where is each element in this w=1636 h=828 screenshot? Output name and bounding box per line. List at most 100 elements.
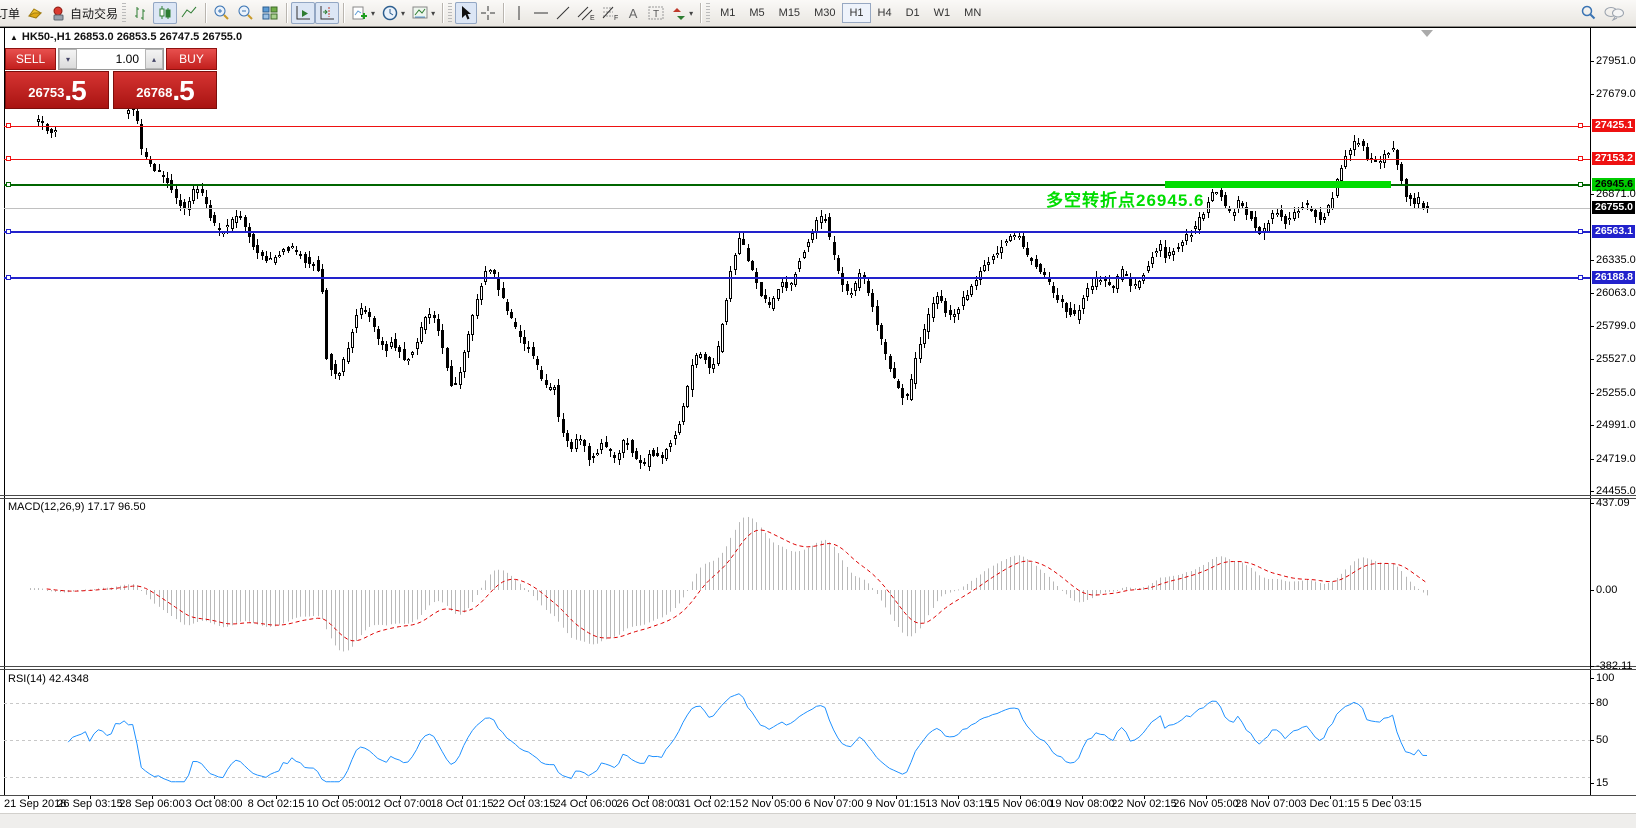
panel-separator[interactable] [0,669,1636,670]
templates-button[interactable]: ▾ [408,2,438,24]
candlestick-chart-button[interactable] [153,2,178,24]
timeframe-button-d1[interactable]: D1 [905,7,920,19]
horizontal-line-button[interactable] [530,2,552,24]
buy-label: BUY [179,52,204,66]
buy-price-dec: .5 [172,75,194,106]
timeframe-button-m30[interactable]: M30 [814,7,836,19]
line-handle[interactable] [1578,123,1583,128]
panel-separator[interactable] [0,498,1636,499]
time-axis-label: 2 Nov 05:00 [742,798,802,810]
vertical-line-button[interactable] [508,2,530,24]
line-handle[interactable] [1578,156,1583,161]
tile-windows-button[interactable] [258,2,282,24]
text-label-button[interactable]: T [644,2,668,24]
collapse-triangle-icon[interactable]: ▲ [10,33,18,42]
fibonacci-button[interactable]: F [598,2,622,24]
time-tick [400,796,401,799]
volume-value[interactable]: 1.00 [115,52,139,66]
time-axis-label: 28 Sep 06:00 [119,798,185,810]
line-chart-icon [181,6,197,18]
sell-price-panel[interactable]: 26753 .5 [5,71,109,109]
horizontal-level-line[interactable] [4,159,1590,160]
sell-price-int: 26753 [28,85,65,100]
candlestick-icon [159,6,171,19]
time-axis-line[interactable] [0,795,1636,796]
timeframe-button-m15[interactable]: M15 [778,7,801,19]
time-axis-label: 26 Nov 05:00 [1173,798,1239,810]
time-tick [462,796,463,799]
line-handle[interactable] [1578,229,1583,234]
axis-tick [1590,783,1594,784]
line-handle[interactable] [6,182,11,187]
line-handle[interactable] [1578,275,1583,280]
chart-shift-marker[interactable] [1421,30,1433,37]
horizontal-level-line[interactable] [4,184,1590,186]
axis-tick [1590,590,1594,591]
axis-tick [1590,61,1594,62]
timeframe-button-m1[interactable]: M1 [720,7,736,19]
axis-tick [1590,293,1594,294]
line-handle[interactable] [1578,182,1583,187]
chat-button[interactable] [1600,2,1628,24]
indicators-button[interactable]: ▾ [348,2,378,24]
chart-shift-button[interactable] [315,2,340,24]
volume-decrease-button[interactable]: ▾ [59,49,77,69]
bar-chart-button[interactable] [129,2,153,24]
dropdown-caret-icon: ▾ [431,8,436,18]
time-axis-label: 26 Oct 08:00 [616,798,680,810]
price-level-label: 27425.1 [1592,119,1635,132]
periods-button[interactable]: ▾ [378,2,408,24]
horizontal-level-line[interactable] [4,208,1590,209]
price-chart-canvas[interactable] [0,28,1591,495]
buy-button[interactable]: BUY [166,48,217,70]
autotrade-label: 自动交易 [70,6,119,21]
time-axis-label: 18 Oct 01:15 [430,798,494,810]
panel-separator[interactable] [0,666,1636,667]
arrows-button[interactable]: ▾ [668,2,696,24]
market-watch-icon[interactable] [23,2,47,24]
svg-text:T: T [653,9,659,20]
sell-price-dec: .5 [64,75,86,106]
timeframe-button-mn[interactable]: MN [964,7,982,19]
window-bottom-strip [0,813,1636,828]
new-order-button[interactable]: 订单 [0,2,23,24]
panel-separator[interactable] [0,495,1636,496]
horizontal-level-line[interactable] [4,277,1590,279]
text-button[interactable]: A [622,2,644,24]
horizontal-level-line[interactable] [4,231,1590,233]
highlight-bar[interactable] [1165,181,1391,188]
axis-tick [1590,260,1594,261]
time-axis-label: 3 Oct 08:00 [185,798,243,810]
rsi-panel-canvas[interactable] [0,670,1591,795]
line-handle[interactable] [6,123,11,128]
line-handle[interactable] [6,275,11,280]
macd-panel-canvas[interactable] [0,499,1591,665]
dropdown-caret-icon: ▾ [371,8,376,18]
crosshair-button[interactable] [477,2,499,24]
trendline-button[interactable] [552,2,574,24]
time-axis-label: 21 Sep 2018 [4,798,67,810]
line-handle[interactable] [6,229,11,234]
line-chart-button[interactable] [177,2,201,24]
trendline-icon [556,6,570,20]
horizontal-level-line[interactable] [4,126,1590,127]
volume-increase-button[interactable]: ▴ [145,49,163,69]
time-axis-label: 10 Oct 05:00 [306,798,370,810]
autotrade-button[interactable]: 自动交易 [47,2,121,24]
timeframe-button-h1[interactable]: H1 [842,3,871,23]
zoom-in-button[interactable] [210,2,234,24]
autoscroll-button[interactable] [291,2,316,24]
time-tick [1144,796,1145,799]
timeframe-button-w1[interactable]: W1 [933,7,951,19]
line-handle[interactable] [6,156,11,161]
timeframe-button-h4[interactable]: H4 [877,7,892,19]
axis-tick [1590,666,1594,667]
toolbar-separator [205,3,207,23]
search-button[interactable] [1576,2,1600,24]
cursor-button[interactable] [455,2,478,24]
sell-button[interactable]: SELL [5,48,56,70]
buy-price-panel[interactable]: 26768 .5 [113,71,217,109]
zoom-out-button[interactable] [234,2,258,24]
equidistant-channel-button[interactable]: E [574,2,598,24]
timeframe-button-m5[interactable]: M5 [749,7,765,19]
